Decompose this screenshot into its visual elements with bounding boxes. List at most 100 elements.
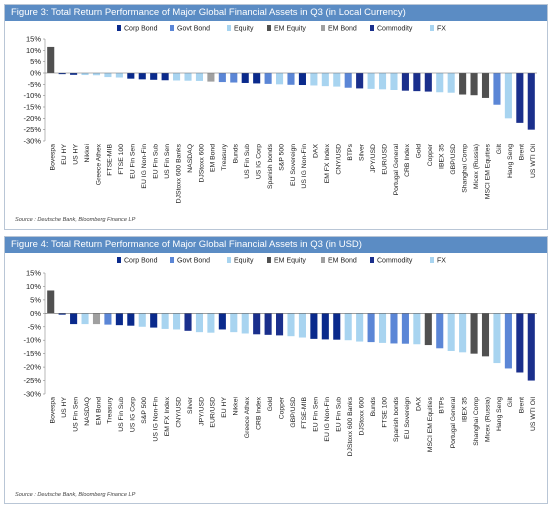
category-label: EU Fin Sen <box>313 397 320 432</box>
bar-em-bond <box>207 73 215 82</box>
category-label: DAX <box>313 144 320 158</box>
y-tick-label: 5% <box>30 295 41 304</box>
bar-hang-seng <box>504 73 512 119</box>
category-label: US WTI Oil <box>530 397 537 431</box>
legend-swatch <box>430 25 434 31</box>
category-label: Gilt <box>507 397 514 407</box>
bar-us-wti-oil <box>527 313 535 381</box>
y-tick-label: -10% <box>23 336 41 345</box>
bar-em-fx-index <box>321 73 329 87</box>
bar-silver <box>184 313 192 331</box>
category-label: EUR/USD <box>381 144 388 175</box>
legend-swatch <box>170 25 174 31</box>
bar-greece-athex <box>241 313 249 334</box>
bar-eur-usd <box>378 73 387 90</box>
category-label: Bunds <box>370 396 377 416</box>
category-label: Brent <box>519 144 526 160</box>
bar-us-ig-non-fin <box>150 313 158 328</box>
bar-copper <box>276 313 284 336</box>
legend-label: EM Equity <box>274 258 306 265</box>
bar-djstoxx-600-banks <box>173 73 181 81</box>
bar-jpy-usd <box>195 313 204 333</box>
y-tick-label: 10% <box>26 282 41 291</box>
category-label: JPY/USD <box>370 144 377 173</box>
category-label: EU Fin Sen <box>130 144 137 179</box>
bar-shanghai-comp <box>459 73 467 95</box>
category-label: CRB Index <box>404 143 411 176</box>
category-label: Gold <box>267 397 274 412</box>
legend-swatch <box>430 257 434 263</box>
bar-eu-fin-sub <box>150 73 158 80</box>
bar-dax <box>413 313 421 345</box>
y-tick-label: -30% <box>23 137 41 146</box>
category-label: Gilt <box>496 144 503 154</box>
bar-s-p-500 <box>276 73 284 85</box>
bar-bunds <box>230 73 238 83</box>
bar-eu-ig-non-fin <box>321 313 329 340</box>
category-label: Shanghai Comp <box>461 144 468 193</box>
legend-label: FX <box>437 26 446 33</box>
category-label: EU IG Non-Fin <box>141 144 148 189</box>
legend-corp-bond: Corp Bond <box>117 25 158 33</box>
legend-swatch <box>117 25 121 31</box>
category-label: BTPs <box>347 143 354 160</box>
legend-swatch <box>370 257 374 263</box>
figure-3-chart: 15% 10% 5% 0% -5% -10% -15% -20% -25% -30% Bovespa… <box>23 25 537 203</box>
category-label: EU Sovereign <box>290 144 297 186</box>
bar-brent <box>516 313 524 373</box>
y-tick-label: 0% <box>30 309 41 318</box>
category-label: US Fin Sen <box>164 144 171 179</box>
legend-equity: Equity <box>227 257 254 265</box>
category-label: S&P 500 <box>141 397 148 424</box>
category-label: EU Sovereign <box>404 397 411 439</box>
category-label: Gold <box>416 144 423 159</box>
y-tick-label: -25% <box>23 376 41 385</box>
legend-em-equity: EM Equity <box>267 257 306 265</box>
bar-msci-em-equities <box>481 73 490 98</box>
category-label: Silver <box>187 396 194 414</box>
bar-cny-usd <box>173 313 181 330</box>
category-label: EU Fin Sub <box>336 397 343 432</box>
legend-swatch <box>321 257 325 263</box>
legend-swatch <box>267 257 271 263</box>
bar-ibex-35 <box>459 313 467 353</box>
bar-ibex-35 <box>436 73 444 93</box>
category-label: DJStoxx 600 Banks <box>175 143 182 203</box>
category-label: FTSE-MIB <box>301 397 308 429</box>
category-label: MSCI EM Equities <box>484 143 491 199</box>
bar-ftse-mib <box>298 313 306 338</box>
y-tick-label: -30% <box>23 390 41 399</box>
bar-ftse-100 <box>115 73 123 78</box>
y-tick-label: -20% <box>23 114 41 123</box>
bar-us-fin-sub <box>241 73 249 83</box>
category-label: Greece Athex <box>244 396 251 438</box>
y-tick-label: 15% <box>26 35 41 44</box>
category-label: EUR/USD <box>210 397 217 428</box>
category-label: US IG Corp <box>130 397 137 432</box>
category-label: US Fin Sub <box>118 397 125 432</box>
bar-shanghai-comp <box>470 313 478 354</box>
bar-gold <box>264 313 272 335</box>
legend-commodity: Commodity <box>370 257 413 265</box>
legend-swatch <box>117 257 121 263</box>
bar-us-wti-oil <box>527 73 535 130</box>
category-label: Treasury <box>107 396 114 423</box>
bar-eu-fin-sen <box>127 73 135 79</box>
bar-us-hy <box>58 313 66 315</box>
bar-gbp-usd <box>447 73 455 93</box>
category-label: Micex (Russia) <box>473 144 480 189</box>
category-label: Silver <box>358 143 365 161</box>
bar-djstoxx-600-banks <box>344 313 352 341</box>
category-label: US IG Corp <box>255 144 262 179</box>
category-label: US Fin Sub <box>244 144 251 179</box>
category-label: EU Fin Sub <box>152 144 159 179</box>
category-label: GBP/USD <box>290 397 297 428</box>
bar-eu-sovereign <box>287 73 295 85</box>
legend-fx: FX <box>430 257 446 265</box>
legend-swatch <box>321 25 325 31</box>
legend-label: Equity <box>234 258 254 265</box>
bar-hang-seng <box>493 313 501 364</box>
bar-ftse-mib <box>104 73 112 78</box>
bar-us-ig-corp <box>127 313 135 326</box>
category-label: MSCI EM Equities <box>427 396 434 452</box>
